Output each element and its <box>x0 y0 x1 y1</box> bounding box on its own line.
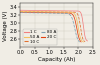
20 C <box>20 12 21 13</box>
Line: 80 A: 80 A <box>20 13 80 42</box>
80 A <box>59 13 61 14</box>
80 A <box>64 13 66 14</box>
80 A <box>30 12 32 13</box>
1 C <box>59 10 60 11</box>
50 A <box>48 11 50 12</box>
Y-axis label: Voltage (V): Voltage (V) <box>4 10 8 41</box>
20 C <box>35 12 37 13</box>
1 C <box>65 10 66 11</box>
20 C <box>66 12 67 13</box>
10 C <box>84 41 86 42</box>
1 C <box>50 10 51 11</box>
10 C <box>36 11 38 12</box>
10 C <box>20 11 21 12</box>
50 A <box>36 11 37 12</box>
20 C <box>30 12 32 13</box>
1 C <box>70 10 72 11</box>
Line: 10 C: 10 C <box>20 11 85 42</box>
1 C <box>37 10 38 11</box>
X-axis label: Capacity (Ah): Capacity (Ah) <box>38 57 75 62</box>
50 A <box>31 11 32 12</box>
20 C <box>56 12 57 13</box>
50 A <box>20 11 21 12</box>
Line: 50 A: 50 A <box>20 11 83 42</box>
10 C <box>49 11 50 12</box>
Line: 20 C: 20 C <box>20 12 81 42</box>
Line: 1 C: 1 C <box>20 10 87 41</box>
20 C <box>60 12 62 13</box>
80 A <box>55 13 56 14</box>
Legend: 1 C, 50 A, 10 C, 80 A, 20 C: 1 C, 50 A, 10 C, 80 A, 20 C <box>23 29 57 45</box>
20 C <box>47 12 48 13</box>
80 A <box>20 12 21 13</box>
10 C <box>31 11 32 12</box>
1 C <box>20 10 21 11</box>
80 A <box>35 12 36 13</box>
1 C <box>32 10 33 11</box>
